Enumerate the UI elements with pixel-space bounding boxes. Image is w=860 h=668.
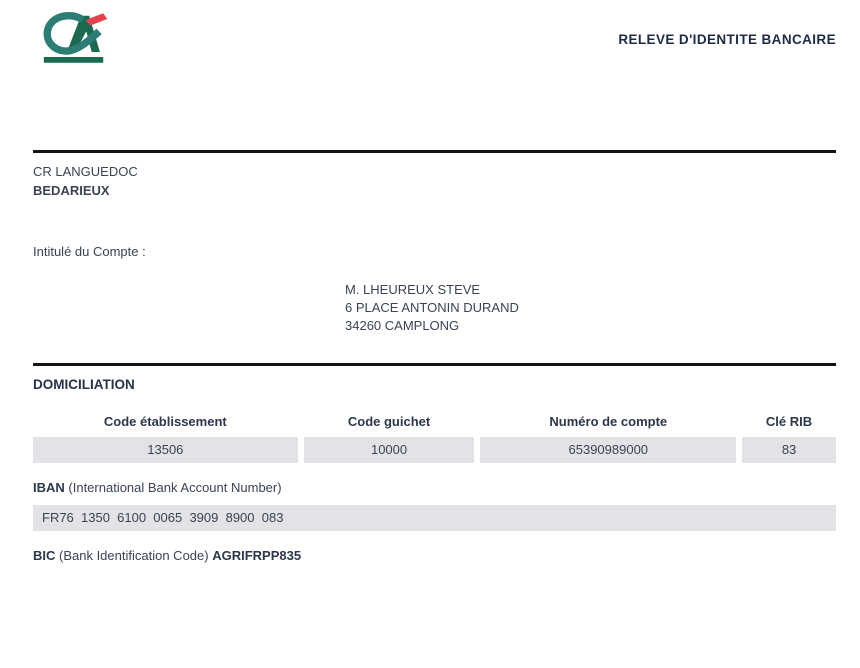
iban-label: IBAN (International Bank Account Number) — [33, 480, 836, 495]
branch-city: BEDARIEUX — [33, 183, 110, 198]
iban-label-abbr: IBAN — [33, 480, 65, 495]
value-cle-rib: 83 — [742, 437, 836, 463]
divider-top — [33, 150, 836, 153]
value-numero-de-compte: 65390989000 — [480, 437, 737, 463]
bic-value: AGRIFRPP835 — [212, 548, 302, 563]
iban-value: FR76 1350 6100 0065 3909 8900 083 — [33, 505, 836, 531]
value-code-guichet: 10000 — [303, 437, 475, 463]
value-code-etablissement: 13506 — [33, 437, 298, 463]
credit-agricole-logo-icon — [43, 11, 108, 63]
column-header-numero-de-compte: Numéro de compte — [549, 414, 668, 429]
domiciliation-title: DOMICILIATION — [33, 377, 135, 392]
divider-middle — [33, 363, 836, 366]
bic-label-abbr: BIC — [33, 548, 56, 563]
account-holder-address: M. LHEUREUX STEVE 6 PLACE ANTONIN DURAND… — [345, 281, 836, 335]
rib-table-header-row: Code établissement Code guichet Numéro d… — [33, 414, 836, 429]
address-line-city: 34260 CAMPLONG — [345, 318, 460, 333]
bic-label-full: (Bank Identification Code) — [55, 548, 213, 563]
column-header-code-etablissement: Code établissement — [103, 414, 227, 429]
branch-region: CR LANGUEDOC — [33, 164, 138, 179]
rib-table-value-row: 13506 10000 65390989000 83 — [33, 437, 836, 463]
iban-label-full: (International Bank Account Number) — [64, 480, 282, 495]
document-header: RELEVE D'IDENTITE BANCAIRE — [33, 0, 836, 68]
account-holder-label: Intitulé du Compte : — [33, 244, 146, 259]
document-title: RELEVE D'IDENTITE BANCAIRE — [618, 32, 836, 47]
column-header-cle-rib: Clé RIB — [765, 414, 813, 429]
bic-line: BIC (Bank Identification Code) AGRIFRPP8… — [33, 548, 836, 563]
branch-block: CR LANGUEDOC BEDARIEUX — [33, 162, 836, 200]
address-line-street: 6 PLACE ANTONIN DURAND — [345, 300, 519, 315]
column-header-code-guichet: Code guichet — [347, 414, 431, 429]
address-line-name: M. LHEUREUX STEVE — [345, 282, 481, 297]
